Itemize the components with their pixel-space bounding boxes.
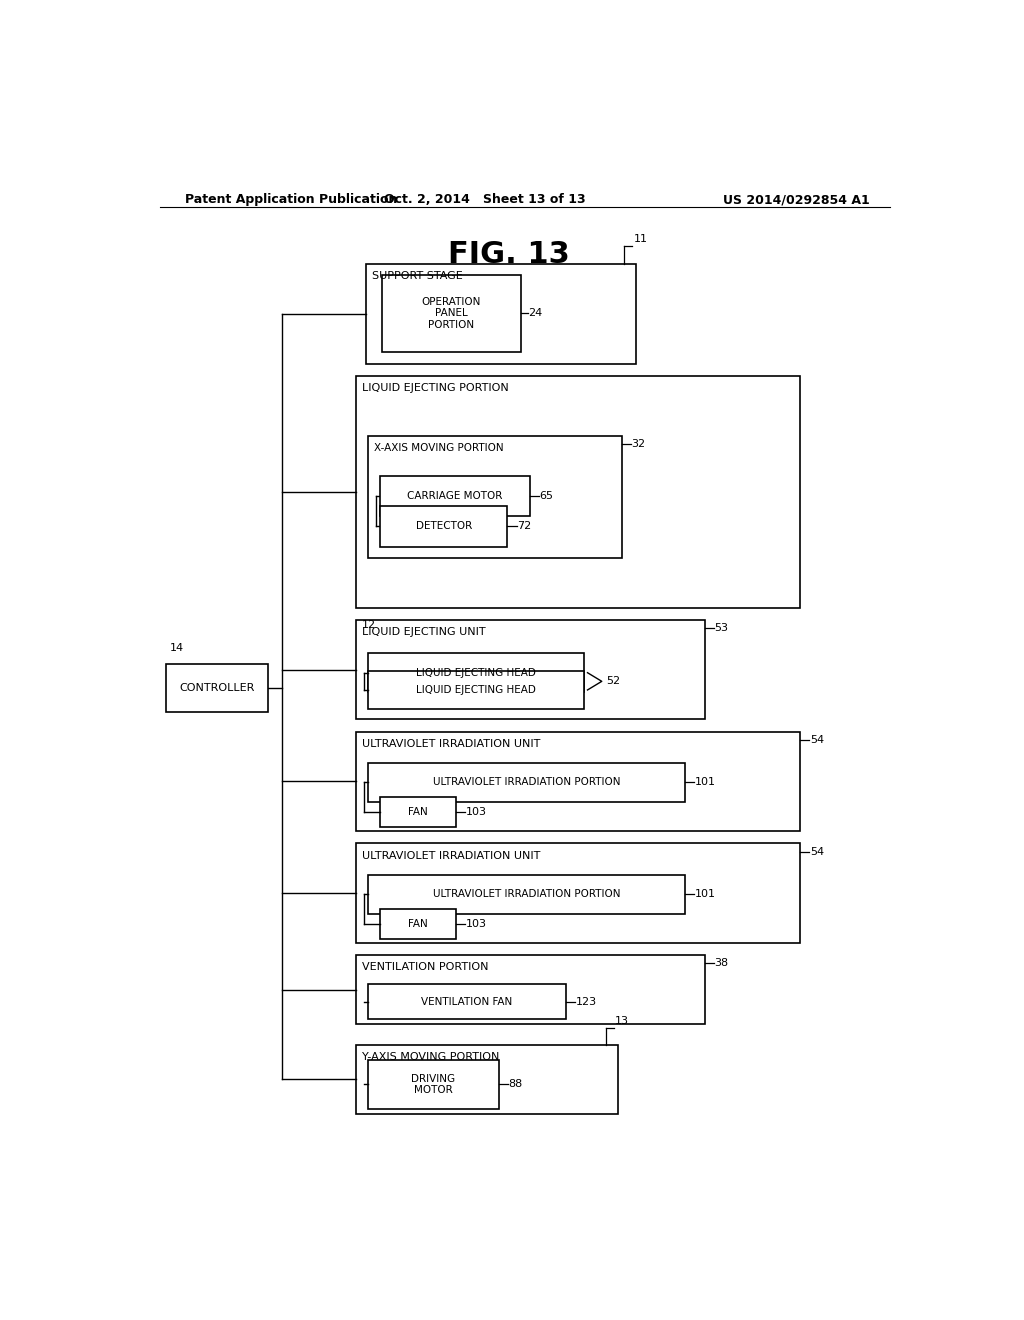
Bar [368,875,685,913]
Text: 123: 123 [575,997,597,1007]
Text: 65: 65 [540,491,553,500]
Text: CARRIAGE MOTOR: CARRIAGE MOTOR [408,491,503,500]
Text: DRIVING
MOTOR: DRIVING MOTOR [411,1073,456,1096]
Text: 24: 24 [528,309,543,318]
Text: LIQUID EJECTING HEAD: LIQUID EJECTING HEAD [416,668,536,677]
Text: DETECTOR: DETECTOR [416,521,472,532]
Bar [380,475,529,516]
Bar [368,653,584,692]
Text: 12: 12 [362,620,376,630]
Text: 14: 14 [170,643,184,653]
Bar [355,731,800,832]
Text: ULTRAVIOLET IRRADIATION UNIT: ULTRAVIOLET IRRADIATION UNIT [362,850,541,861]
Text: Patent Application Publication: Patent Application Publication [185,193,397,206]
Text: Y-AXIS MOVING PORTION: Y-AXIS MOVING PORTION [362,1052,500,1061]
Text: FIG. 13: FIG. 13 [449,240,569,269]
Text: LIQUID EJECTING UNIT: LIQUID EJECTING UNIT [362,627,485,638]
Bar [368,763,685,801]
Text: CONTROLLER: CONTROLLER [179,682,255,693]
Text: 103: 103 [466,807,486,817]
Text: US 2014/0292854 A1: US 2014/0292854 A1 [723,193,870,206]
Text: X-AXIS MOVING PORTION: X-AXIS MOVING PORTION [374,444,504,453]
Bar [367,264,636,364]
Bar [368,671,584,709]
Text: LIQUID EJECTING HEAD: LIQUID EJECTING HEAD [416,685,536,694]
Bar [368,436,622,558]
Bar [355,956,705,1024]
Bar [380,797,456,828]
Text: ULTRAVIOLET IRRADIATION UNIT: ULTRAVIOLET IRRADIATION UNIT [362,739,541,748]
Text: 52: 52 [606,676,621,686]
Text: FAN: FAN [409,807,428,817]
Text: 11: 11 [634,234,647,244]
Text: 54: 54 [810,735,824,744]
Text: 54: 54 [810,846,824,857]
Bar [368,983,566,1019]
Text: 101: 101 [695,777,716,788]
Bar [382,276,521,351]
Bar [355,843,800,942]
Bar [355,1044,617,1114]
Text: 88: 88 [508,1080,522,1089]
Text: 32: 32 [632,440,645,449]
Text: 103: 103 [466,919,486,929]
Bar [166,664,267,713]
Text: VENTILATION PORTION: VENTILATION PORTION [362,962,488,973]
Text: FAN: FAN [409,919,428,929]
Bar [380,908,456,939]
Text: 38: 38 [715,958,729,969]
Text: 101: 101 [695,890,716,899]
Text: Oct. 2, 2014   Sheet 13 of 13: Oct. 2, 2014 Sheet 13 of 13 [384,193,586,206]
Bar [355,376,800,607]
Text: SUPPORT STAGE: SUPPORT STAGE [373,271,463,281]
Text: OPERATION
PANEL
PORTION: OPERATION PANEL PORTION [422,297,481,330]
Text: ULTRAVIOLET IRRADIATION PORTION: ULTRAVIOLET IRRADIATION PORTION [432,890,621,899]
Text: LIQUID EJECTING PORTION: LIQUID EJECTING PORTION [362,383,509,393]
Bar [368,1060,499,1109]
Text: VENTILATION FAN: VENTILATION FAN [421,997,512,1007]
Text: ULTRAVIOLET IRRADIATION PORTION: ULTRAVIOLET IRRADIATION PORTION [432,777,621,788]
Bar [355,620,705,719]
Text: 13: 13 [615,1016,630,1027]
Bar [380,506,507,546]
Text: 53: 53 [715,623,729,634]
Text: 72: 72 [517,521,531,532]
